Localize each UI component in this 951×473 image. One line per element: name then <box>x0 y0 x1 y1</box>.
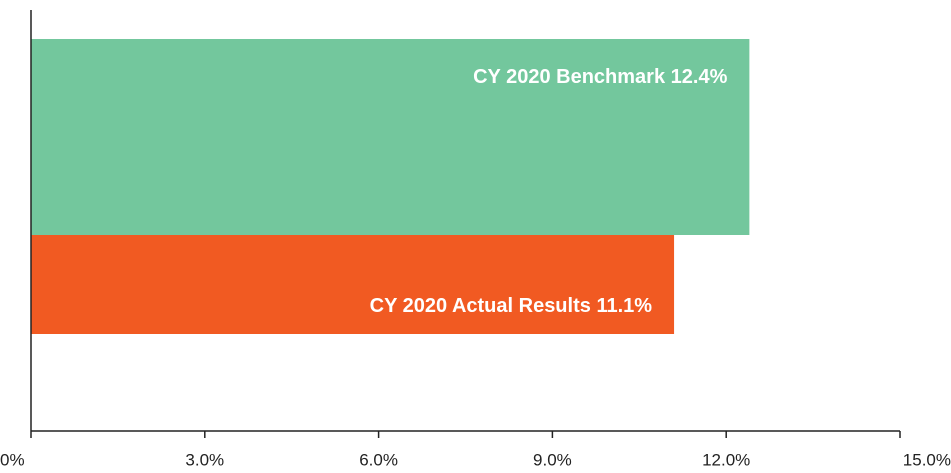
x-tick-label: 12.0% <box>702 450 750 469</box>
x-tick-label: 6.0% <box>359 450 398 469</box>
x-tick-label: 15.0% <box>903 450 951 469</box>
x-tick-label: 0% <box>0 450 25 469</box>
category-label: CY 2020 Actual Results <box>370 295 591 317</box>
x-tick-label: 9.0% <box>533 450 572 469</box>
bar-label: CY 2020 Benchmark 12.4% <box>473 66 727 88</box>
x-tick-label: 3.0% <box>185 450 224 469</box>
bar <box>31 39 750 235</box>
category-label: CY 2020 Benchmark <box>473 66 666 88</box>
bar-label: CY 2020 Actual Results 11.1% <box>370 295 653 317</box>
value-label: 11.1% <box>596 295 652 317</box>
bar <box>31 235 675 334</box>
value-label: 12.4% <box>671 66 728 88</box>
